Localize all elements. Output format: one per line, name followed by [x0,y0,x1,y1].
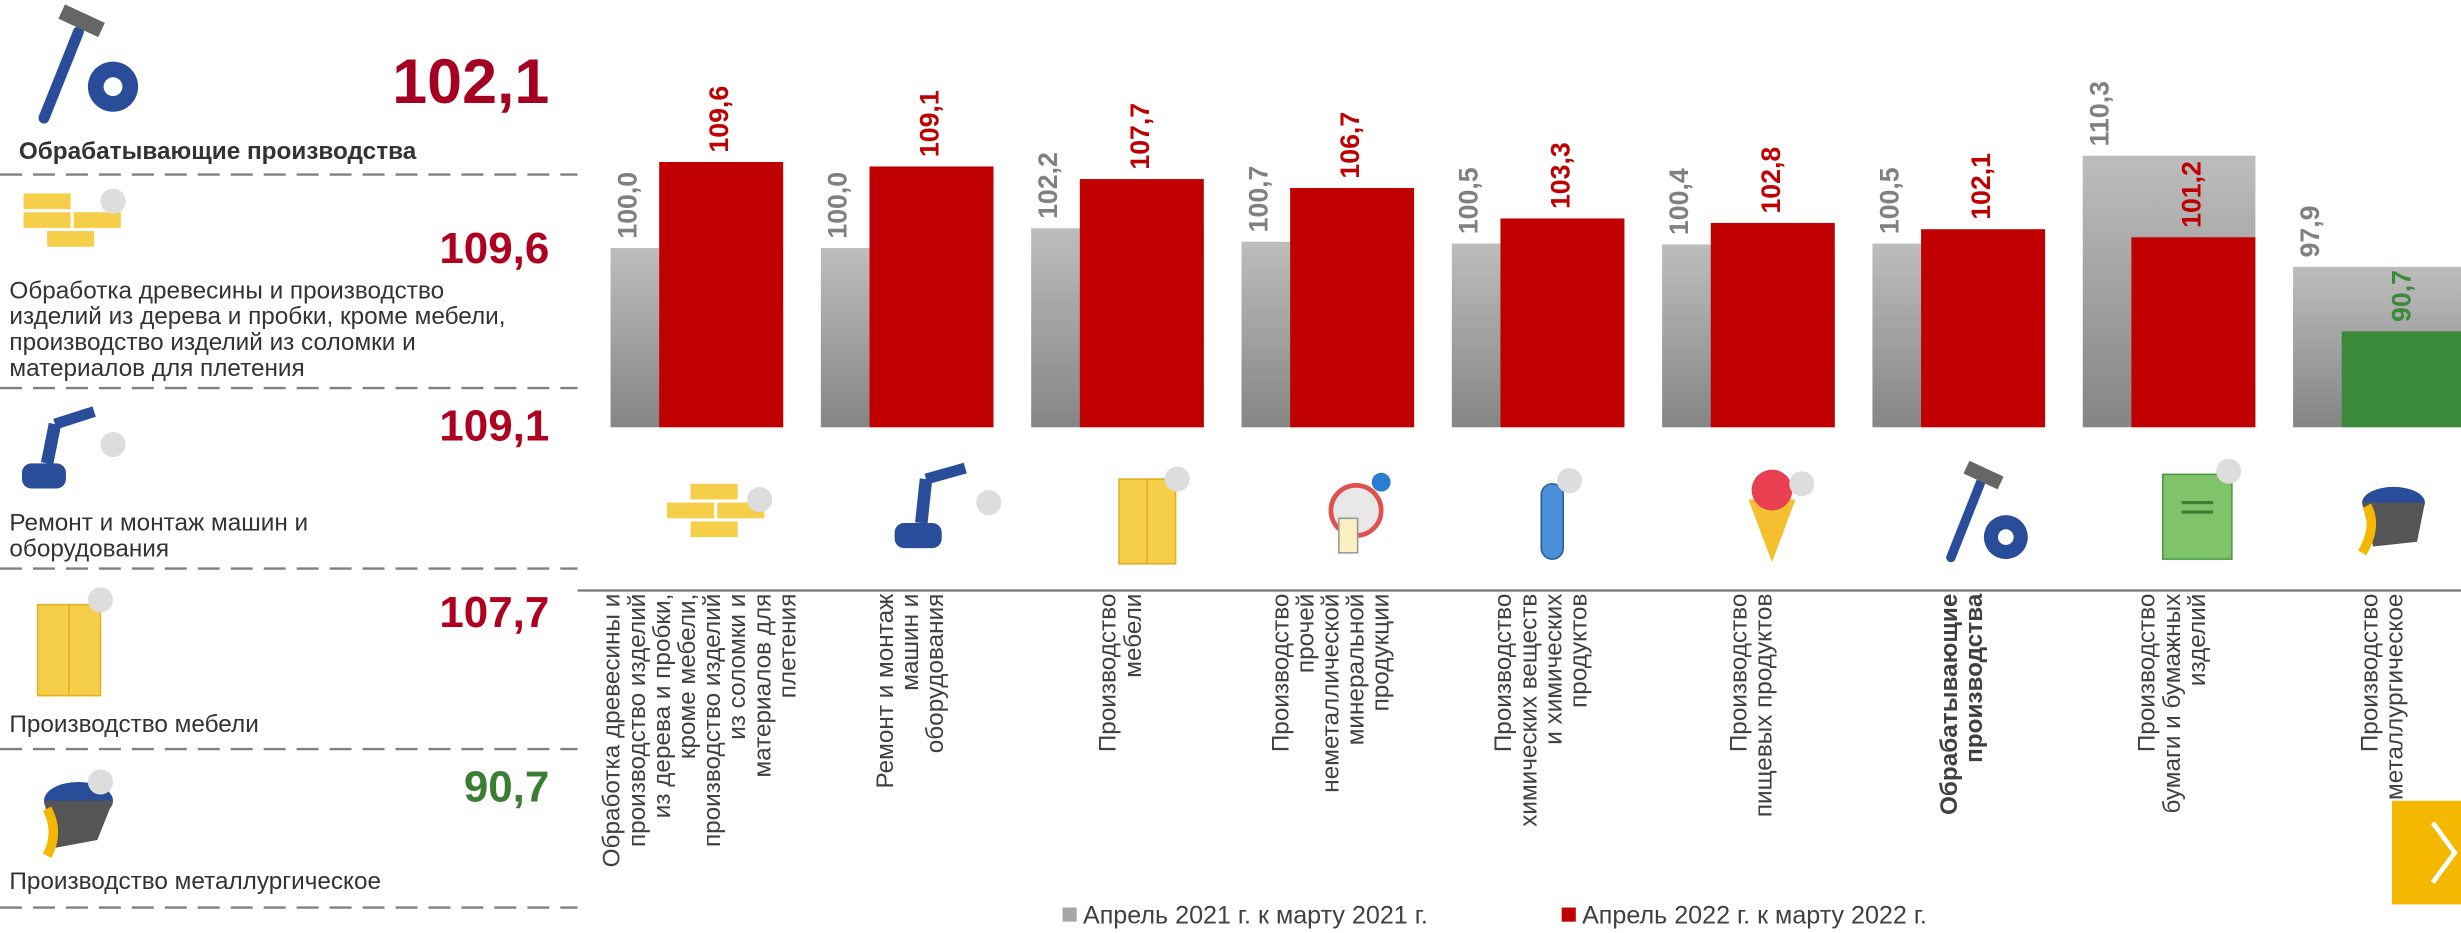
value-label: 100,7 [1243,166,1273,233]
x-tick-label: Ремонт и монтажмашин иоборудования [872,593,949,789]
value-label: 100,5 [1454,167,1484,234]
legend-label: Апрель 2022 г. к марту 2022 г. [1582,902,1927,930]
legend-label: Апрель 2021 г. к марту 2021 г. [1083,902,1428,930]
sidebar-value: 107,7 [439,588,549,637]
value-label: 100,5 [1874,167,1904,234]
icons [22,4,2425,855]
value-label: 102,2 [1033,152,1063,219]
x-tick-label: Производствопрочейнеметаллическойминерал… [1268,594,1395,793]
sidebar-value: 102,1 [392,47,549,117]
icon [22,412,126,489]
bar [1711,223,1835,427]
x-tick-label: Производствобумаги и бумажныхизделий [2134,594,2211,814]
value-label: 110,3 [2085,81,2115,146]
sidebar-value: 109,1 [439,401,549,450]
sidebar-label: Производство металлургическое [9,868,381,895]
x-tick-label: Производствометаллургическое [2357,594,2409,800]
bar [1500,218,1624,427]
icon [1748,470,1814,563]
next-button[interactable] [2392,801,2461,905]
x-tick-label: Обрабатывающиепроизводства [1936,593,1988,815]
icon [38,587,113,695]
value-label: 103,3 [1545,142,1575,209]
value-label: 100,4 [1664,168,1694,235]
value-label: 100,0 [612,172,642,239]
bar [870,166,994,427]
sidebar-label: Обрабатывающие производства [19,138,417,165]
sidebar-value: 90,7 [464,762,550,811]
x-tick-label: Производствохимических веществи химическ… [1491,594,1593,827]
bar [1080,179,1204,427]
bar [1921,229,2045,427]
page: 102,1 Обрабатывающие производства 109,6 Обр… [0,0,2461,933]
icon [44,4,138,118]
icon [44,769,113,855]
sidebar-label: Производство мебели [9,711,258,738]
value-label: 106,7 [1335,112,1365,179]
value-label: 109,1 [915,90,945,157]
x-tick-label: Производствопищевых продуктов [1726,594,1778,818]
icon [2362,487,2425,553]
value-label: 97,9 [2295,206,2325,258]
icon [1331,473,1391,553]
x-tick-label: Производствомебели [1095,594,1147,753]
value-label: 107,7 [1125,103,1155,170]
x-tick-label: Обработка древесины ипроизводство издели… [599,594,802,868]
value-label: 102,8 [1756,147,1786,214]
legend-swatch [1063,908,1077,922]
bar [2342,331,2461,427]
value-label: 100,0 [823,172,853,239]
value-label: 90,7 [2387,270,2417,322]
icon [24,189,126,247]
value-label: 102,1 [1966,153,1996,220]
icon [1541,468,1582,559]
legend-swatch [1562,908,1576,922]
bar [659,162,783,427]
icon [1951,461,2028,559]
icon [1119,467,1190,564]
icon [2163,459,2241,559]
sidebar-value: 109,6 [439,224,549,273]
bar [1290,188,1414,427]
value-label: 109,6 [704,86,734,153]
bar [2131,237,2255,427]
value-label: 101,2 [2176,161,2206,228]
icon [895,468,1002,548]
icon [667,484,772,537]
